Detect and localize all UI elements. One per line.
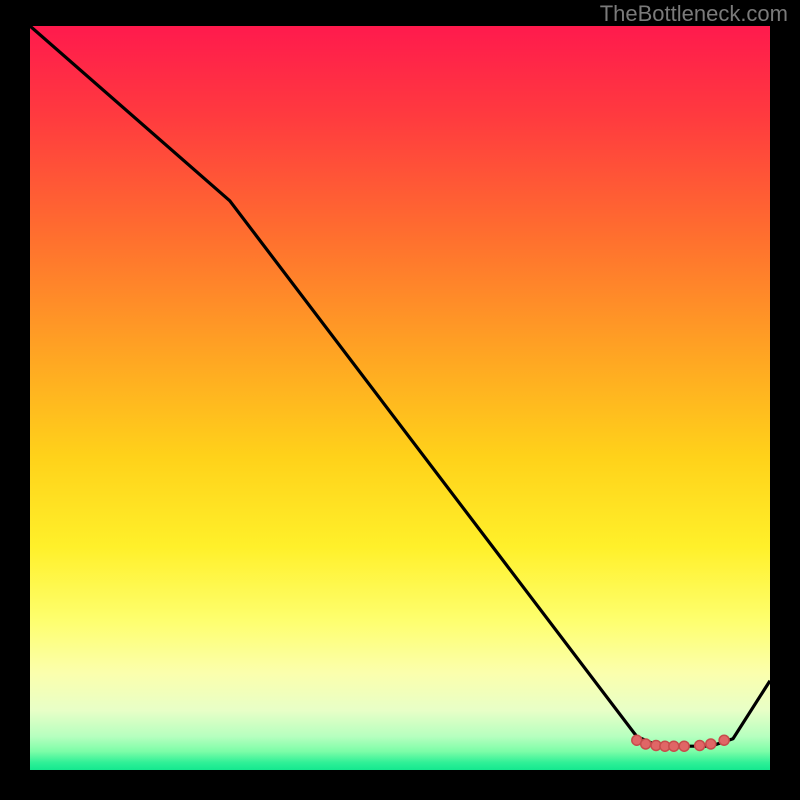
optimal-marker [706, 739, 716, 749]
optimal-marker [679, 741, 689, 751]
optimal-marker [695, 740, 705, 750]
chart-frame [30, 26, 770, 770]
optimal-marker [669, 741, 679, 751]
chart-svg [30, 26, 770, 770]
gradient-background [30, 26, 770, 770]
optimal-marker [719, 735, 729, 745]
optimal-marker [641, 739, 651, 749]
watermark-text: TheBottleneck.com [600, 1, 788, 27]
